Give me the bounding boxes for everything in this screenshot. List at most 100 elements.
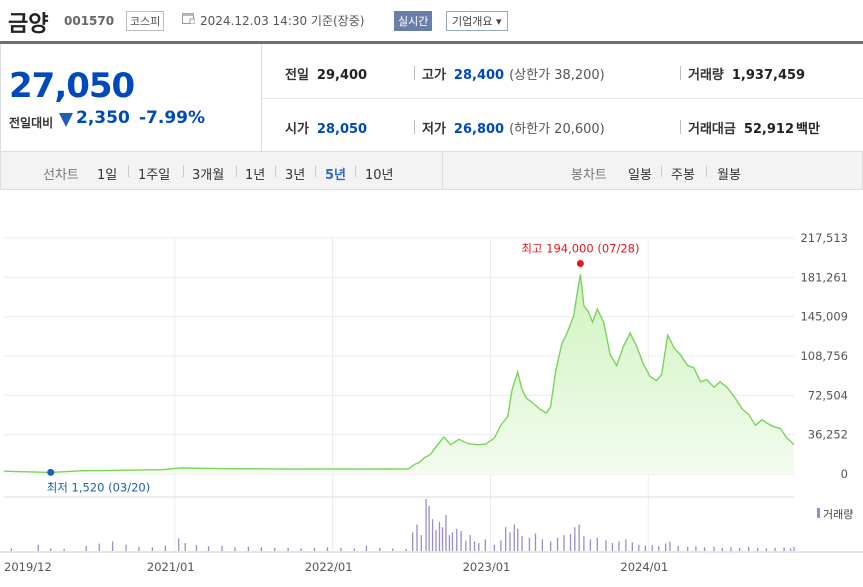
price-area-fill xyxy=(4,274,794,474)
volume-bar xyxy=(583,536,585,551)
volume-bar xyxy=(638,544,640,551)
volume-bar xyxy=(521,536,523,551)
volume-bar xyxy=(664,543,667,551)
volume-bar xyxy=(85,545,87,551)
tab-1y[interactable]: 1년 xyxy=(245,168,266,183)
volume-bar xyxy=(287,547,289,551)
divider xyxy=(414,120,415,134)
volume-bar xyxy=(747,546,750,551)
volume-bar xyxy=(111,541,114,551)
y-tick-label: 108,756 xyxy=(800,349,848,363)
quote-panel: 27,050 전일대비 2,350 -7.99% 전일 29,400 고가 28,4… xyxy=(0,44,863,152)
volume-bar xyxy=(625,539,627,551)
volume-bar xyxy=(774,547,776,551)
volume-bar xyxy=(63,548,65,551)
tab-1d[interactable]: 1일 xyxy=(97,168,118,183)
y-tick-label: 217,513 xyxy=(800,231,848,245)
volume-bar xyxy=(460,530,462,551)
volume-bar xyxy=(589,539,592,551)
prev-close-value: 29,400 xyxy=(316,68,368,83)
lower-limit: (하한가 20,600) xyxy=(509,122,605,137)
volume-bar xyxy=(658,546,660,551)
volume-bar xyxy=(416,524,418,551)
realtime-button[interactable]: 실시간 xyxy=(394,11,433,31)
max-price-label: 최고 194,000 (07/28) xyxy=(521,242,639,256)
stock-code: 001570 xyxy=(64,14,115,28)
tab-weekly[interactable]: 주봉 xyxy=(671,168,695,183)
tab-monthly[interactable]: 월봉 xyxy=(717,168,741,183)
tab-10y[interactable]: 10년 xyxy=(365,168,394,183)
x-tick-label: 2023/01 xyxy=(463,560,511,574)
market-badge: 코스피 xyxy=(126,11,165,31)
tab-1w[interactable]: 1주일 xyxy=(138,168,171,183)
volume-label: 거래량 xyxy=(688,68,724,83)
volume-bar xyxy=(207,546,210,551)
down-triangle-icon xyxy=(59,113,73,127)
volume-bar xyxy=(611,543,614,551)
volume-bar xyxy=(473,541,476,551)
volume-legend-icon xyxy=(817,508,820,518)
trade-amount: 거래대금 52,912 백만 xyxy=(688,118,820,137)
candle-chart-label: 봉차트 xyxy=(571,168,607,183)
upper-limit: (상한가 38,200) xyxy=(509,68,605,83)
company-overview-dropdown[interactable]: 기업개요 ▾ xyxy=(446,11,508,31)
volume-bar xyxy=(365,545,368,551)
chart-period-tabs: 선차트 1일 1주일 3개월 1년 3년 5년 10년 봉차트 일봉 주봉 월봉 xyxy=(0,152,863,190)
calendar-icon xyxy=(182,13,195,24)
tab-3y[interactable]: 3년 xyxy=(285,168,306,183)
open-value: 28,050 xyxy=(316,122,368,137)
volume-bar xyxy=(509,532,511,551)
volume-bar xyxy=(500,540,502,551)
volume-bar xyxy=(195,545,198,551)
max-price-marker xyxy=(576,260,584,268)
volume-bar xyxy=(435,529,437,551)
volume-bar xyxy=(605,540,607,551)
price-box: 27,050 전일대비 2,350 -7.99% xyxy=(0,44,262,152)
tab-divider xyxy=(706,165,707,177)
volume-bar xyxy=(563,535,565,551)
day-high: 고가 28,400 (상한가 38,200) xyxy=(422,64,605,83)
tab-divider xyxy=(275,165,276,177)
volume-bar xyxy=(469,535,471,551)
volume-bar xyxy=(793,546,795,551)
day-low: 저가 26,800 (하한가 20,600) xyxy=(422,118,605,137)
divider xyxy=(680,120,681,134)
tab-divider xyxy=(183,165,184,177)
volume-bar xyxy=(651,545,653,551)
tab-3m[interactable]: 3개월 xyxy=(192,168,225,183)
volume-bar xyxy=(313,547,316,551)
volume-bar xyxy=(151,547,154,551)
volume-bar xyxy=(669,541,671,551)
tab-divider xyxy=(236,165,237,177)
x-tick-label: 2019/12 xyxy=(4,560,52,574)
volume-bar xyxy=(412,532,414,551)
volume-legend-label: 거래량 xyxy=(823,508,853,521)
open-price: 시가 28,050 xyxy=(285,118,367,137)
low-value: 26,800 xyxy=(453,122,505,137)
y-tick-label: 0 xyxy=(841,467,848,481)
price-chart: 217,513 181,261 145,009 108,756 72,504 36,252… xyxy=(0,231,863,574)
x-tick-label: 2022/01 xyxy=(305,560,353,574)
volume-bar xyxy=(326,547,329,551)
volume-bar xyxy=(405,548,407,551)
volume-bar xyxy=(392,548,394,551)
volume-bar xyxy=(534,533,537,551)
volume-bar xyxy=(783,547,785,551)
volume-bar xyxy=(428,505,430,551)
volume-bar xyxy=(596,537,598,551)
row-divider xyxy=(262,98,863,99)
volume-bar xyxy=(125,544,127,551)
tab-daily[interactable]: 일봉 xyxy=(628,168,652,183)
tab-5y[interactable]: 5년 xyxy=(325,168,347,183)
volume-bar xyxy=(221,545,223,551)
volume-bar xyxy=(631,542,633,551)
volume-bar xyxy=(517,528,519,551)
y-tick-label: 36,252 xyxy=(808,428,848,442)
volume-bar xyxy=(260,547,262,551)
low-label: 저가 xyxy=(422,122,446,137)
y-tick-label: 72,504 xyxy=(808,388,848,402)
change-label: 전일대비 xyxy=(9,116,54,130)
volume-bar xyxy=(340,547,342,551)
volume-bar xyxy=(50,548,52,551)
tab-divider xyxy=(661,165,662,177)
